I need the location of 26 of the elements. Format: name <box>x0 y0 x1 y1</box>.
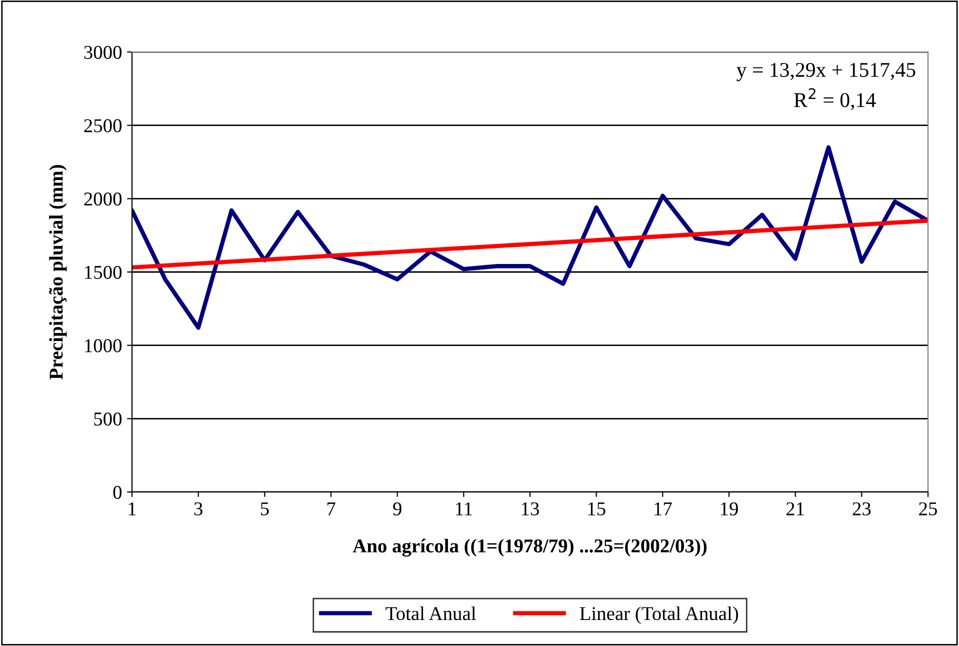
x-tick-label: 3 <box>194 502 202 516</box>
x-tick-label: 17 <box>654 502 672 516</box>
y-tick-label: 1500 <box>85 266 122 279</box>
legend-label: Linear (Total Anual) <box>580 606 738 624</box>
x-tick-label: 7 <box>327 502 336 516</box>
x-tick-label: 5 <box>260 502 269 516</box>
y-tick-label: 1000 <box>85 339 122 352</box>
y-tick-label: 500 <box>94 412 122 426</box>
y-tick-label: 0 <box>113 486 122 499</box>
x-tick-label: 15 <box>588 502 606 516</box>
x-tick-label: 13 <box>522 502 539 516</box>
y-tick-label: 3000 <box>84 46 122 59</box>
x-tick-label: 23 <box>852 502 871 516</box>
x-tick-label: 19 <box>720 502 738 516</box>
legend-label: Total Anual <box>386 606 476 620</box>
x-tick-label: 11 <box>456 502 472 516</box>
x-tick-label: 1 <box>128 502 136 516</box>
x-axis-title: Ano agrícola ((1=(1978/79) ...25=(2002/03)) <box>352 538 707 557</box>
y-tick-label: 2000 <box>84 192 122 206</box>
x-tick-label: 9 <box>393 502 402 516</box>
y-axis-title: Precipitação pluvial (mm) <box>49 165 67 380</box>
annotation: R$^{2}$ = 0,14 <box>794 88 876 110</box>
annotation: y = 13,29x + 1517,45 <box>736 62 916 82</box>
x-tick-label: 21 <box>786 502 804 516</box>
x-tick-label: 25 <box>919 502 937 516</box>
y-tick-label: 2500 <box>84 119 122 132</box>
